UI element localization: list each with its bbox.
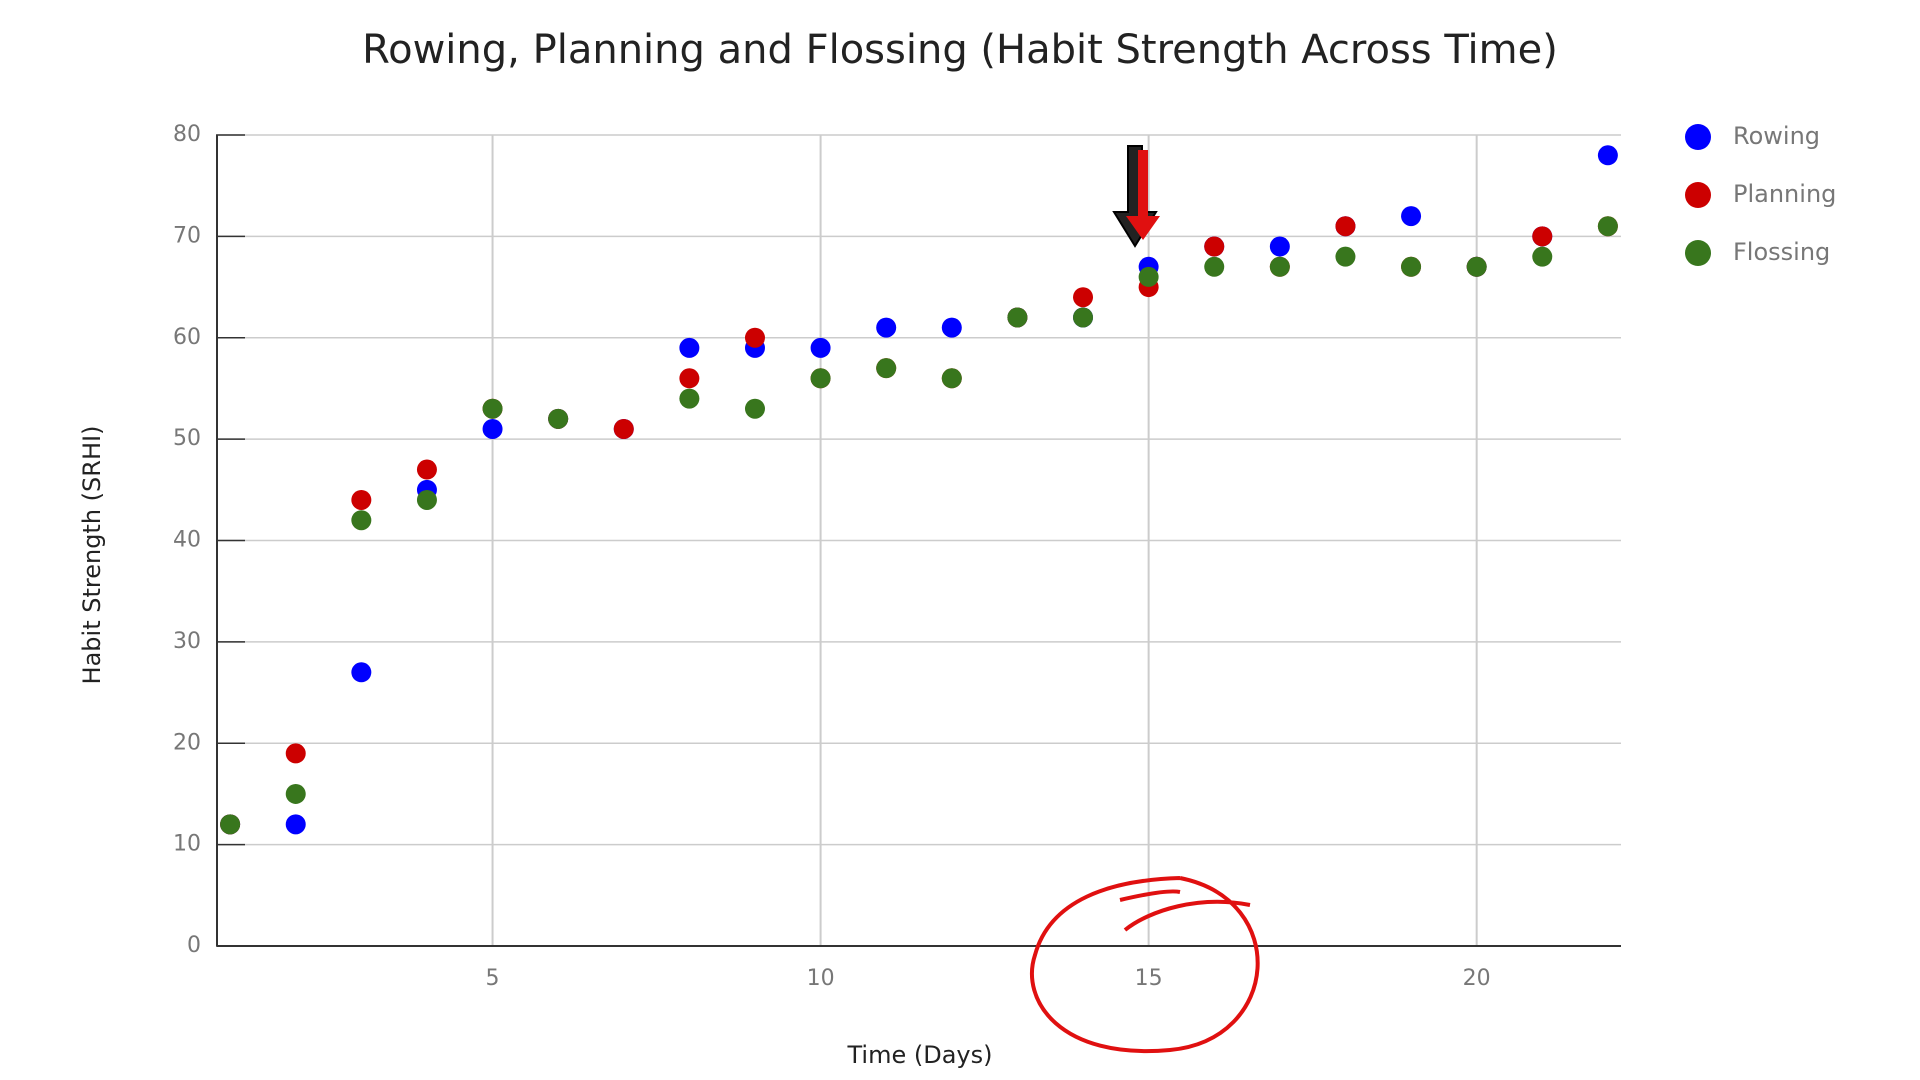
x-tick-label: 15 <box>1135 966 1163 991</box>
point <box>285 743 306 764</box>
legend-swatch <box>1685 182 1711 208</box>
point <box>810 368 831 389</box>
point <box>1073 287 1094 308</box>
point <box>679 368 700 389</box>
y-tick-label: 20 <box>173 730 201 755</box>
y-axis-title: Habit Strength (SRHI) <box>78 426 106 685</box>
annotation-arrow <box>1112 145 1160 248</box>
point <box>1204 236 1225 257</box>
point <box>1335 216 1356 237</box>
point <box>1401 256 1422 277</box>
point <box>1269 256 1290 277</box>
y-tick-label: 0 <box>187 933 201 958</box>
point <box>1204 256 1225 277</box>
point <box>941 317 962 338</box>
point <box>1597 145 1618 166</box>
point <box>941 368 962 389</box>
point <box>744 398 765 419</box>
legend-label: Rowing <box>1733 122 1820 150</box>
point <box>482 418 503 439</box>
x-tick-label: 10 <box>807 966 835 991</box>
point <box>285 814 306 835</box>
point <box>679 388 700 409</box>
y-tick-label: 60 <box>173 325 201 350</box>
point <box>351 662 372 683</box>
point <box>1597 216 1618 237</box>
point <box>1532 246 1553 267</box>
point <box>876 317 897 338</box>
legend-label: Planning <box>1733 180 1836 208</box>
x-axis-title: Time (Days) <box>847 1041 993 1069</box>
y-tick-label: 10 <box>173 832 201 857</box>
point <box>1007 307 1028 328</box>
point <box>810 337 831 358</box>
point <box>613 418 634 439</box>
legend: Rowing Planning Flossing <box>1685 122 1836 266</box>
x-tick-label: 20 <box>1463 966 1491 991</box>
point <box>1335 246 1356 267</box>
point <box>1269 236 1290 257</box>
y-tick-label: 50 <box>173 426 201 451</box>
point <box>1073 307 1094 328</box>
point <box>1466 256 1487 277</box>
point <box>548 408 569 429</box>
point <box>1401 206 1422 227</box>
point <box>876 358 897 379</box>
point <box>744 327 765 348</box>
y-tick-label: 40 <box>173 528 201 553</box>
chart-title: Rowing, Planning and Flossing (Habit Str… <box>362 27 1558 73</box>
point <box>1138 266 1159 287</box>
point <box>285 783 306 804</box>
annotation-circle <box>1029 876 1260 1054</box>
y-tick-label: 80 <box>173 122 201 147</box>
marks <box>220 145 1618 835</box>
x-tick-label: 5 <box>486 966 500 991</box>
legend-label: Flossing <box>1733 238 1830 266</box>
point <box>482 398 503 419</box>
legend-swatch <box>1685 240 1711 266</box>
point <box>416 459 437 480</box>
legend-swatch <box>1685 124 1711 150</box>
point <box>1532 226 1553 247</box>
y-tick-label: 30 <box>173 629 201 654</box>
y-tick-label: 70 <box>173 223 201 248</box>
grid: 0 10 20 30 40 50 60 70 80 5 10 15 20 <box>173 122 1621 991</box>
point <box>416 489 437 510</box>
point <box>679 337 700 358</box>
point <box>351 510 372 531</box>
point <box>220 814 241 835</box>
point <box>351 489 372 510</box>
